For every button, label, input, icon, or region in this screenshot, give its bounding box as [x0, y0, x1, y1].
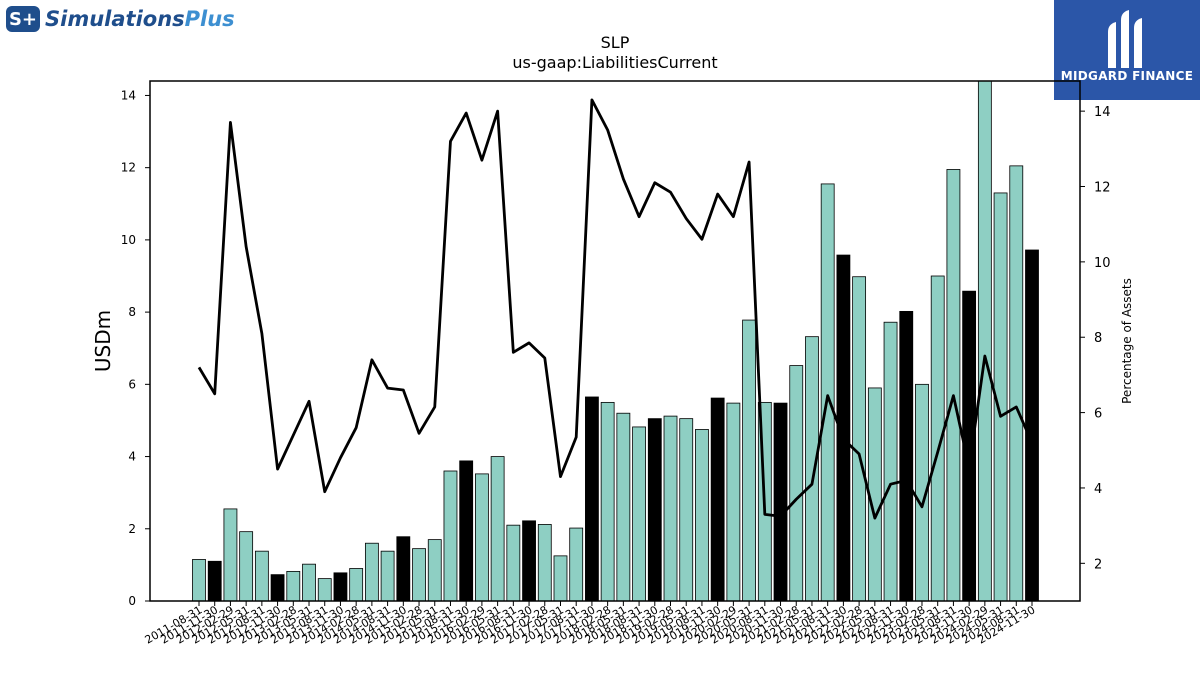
bar-2020-02-29 [726, 402, 741, 602]
x-axis: 2011-08-312011-11-302012-02-292012-05-31… [143, 601, 1038, 647]
bar-2017-08-31 [569, 527, 584, 602]
bar-2015-11-30 [459, 460, 474, 602]
bar-2021-08-31 [820, 183, 835, 602]
bar-2015-02-28 [412, 548, 426, 602]
bar-2021-02-28 [789, 365, 804, 602]
bar-2013-11-30 [333, 572, 348, 602]
bar-2017-05-31 [553, 555, 568, 602]
bar-2014-11-30 [396, 536, 411, 602]
bar-2016-08-31 [506, 524, 521, 602]
bar-2018-11-30 [647, 418, 662, 602]
bar-2022-11-30 [899, 310, 914, 602]
bar-2018-05-31 [616, 412, 631, 602]
y2-tick-label-8: 8 [1094, 331, 1102, 346]
bar-2012-05-31 [239, 531, 254, 602]
bar-2017-11-30 [585, 396, 599, 602]
bar-2013-02-28 [286, 570, 301, 602]
chart-subtitle: us-gaap:LiabilitiesCurrent [512, 53, 717, 72]
bar-2016-11-30 [522, 520, 536, 602]
bar-2016-02-29 [475, 473, 489, 602]
wordmark-accent: Plus [184, 7, 235, 31]
y-tick-label-8: 8 [128, 305, 136, 319]
y-tick-label-2: 2 [128, 522, 136, 536]
plot-frame [149, 80, 1081, 602]
y-axis-label: USDm [91, 310, 115, 372]
y2-tick-label-4: 4 [1094, 482, 1102, 497]
bar-2012-11-30 [270, 574, 285, 602]
bar-2018-02-28 [600, 401, 615, 602]
bar-2021-05-31 [805, 336, 819, 602]
y2-tick-label-6: 6 [1094, 407, 1102, 422]
bar-2013-05-31 [302, 563, 316, 602]
bar-2024-11-30 [1025, 249, 1039, 602]
y-tick-label-12: 12 [121, 161, 136, 175]
y-axis: 0 2 4 6 8 10 12 14 [121, 88, 150, 608]
simulations-plus-logo: S+ SimulationsPlus [6, 6, 235, 32]
bar-2011-11-30 [207, 560, 222, 602]
y2-tick-label-10: 10 [1094, 256, 1111, 271]
simulations-plus-mark-icon: S+ [6, 6, 40, 32]
bar-2012-02-29 [223, 508, 238, 602]
bar-2020-05-31 [742, 319, 756, 602]
bar-2019-11-30 [710, 397, 725, 602]
bar-2024-08-31 [1009, 165, 1024, 602]
y-tick-label-14: 14 [121, 88, 136, 102]
bar-2014-02-28 [349, 568, 364, 602]
bar-2018-08-31 [632, 426, 646, 602]
y2-tick-label-14: 14 [1094, 105, 1111, 120]
bar-2022-08-31 [883, 321, 898, 602]
bar-2022-02-28 [852, 276, 867, 602]
simulations-plus-wordmark: SimulationsPlus [45, 7, 235, 31]
y2-axis: 2 4 6 8 10 12 14 [1080, 105, 1111, 572]
bar-2016-05-31 [490, 456, 505, 602]
y2-tick-label-12: 12 [1094, 181, 1111, 196]
y-tick-label-4: 4 [128, 450, 136, 464]
wordmark-main: Simulations [45, 7, 185, 31]
bar-2017-02-28 [537, 524, 552, 602]
bar-2024-02-29 [977, 80, 992, 602]
bar-2015-05-31 [427, 539, 442, 602]
bar-2012-08-31 [254, 550, 269, 602]
percentage-line [197, 98, 1034, 520]
bar-2011-08-31 [192, 559, 206, 602]
y2-tick-label-2: 2 [1094, 557, 1102, 572]
bar-2014-08-31 [380, 550, 395, 602]
bar-2023-08-31 [946, 169, 961, 602]
midgard-emblem-icon [1108, 10, 1142, 68]
bar-2019-05-31 [679, 418, 694, 602]
bar-2013-08-31 [317, 578, 332, 602]
midgard-finance-wordmark: MIDGARD FINANCE [1060, 69, 1194, 83]
y-tick-label-0: 0 [128, 594, 136, 608]
bar-2015-08-31 [443, 470, 458, 602]
y2-axis-label: Percentage of Assets [1120, 278, 1134, 404]
bar-2014-05-31 [364, 542, 379, 602]
line-layer [197, 98, 1034, 520]
bar-2019-08-31 [695, 429, 709, 602]
bar-2019-02-28 [663, 415, 678, 602]
bar-2020-11-30 [773, 402, 788, 602]
bars-layer [192, 80, 1039, 602]
y-tick-label-10: 10 [121, 233, 136, 247]
midgard-finance-logo: MIDGARD FINANCE [1054, 0, 1200, 100]
y-tick-label-6: 6 [128, 377, 136, 391]
chart-title: SLP [601, 33, 630, 52]
